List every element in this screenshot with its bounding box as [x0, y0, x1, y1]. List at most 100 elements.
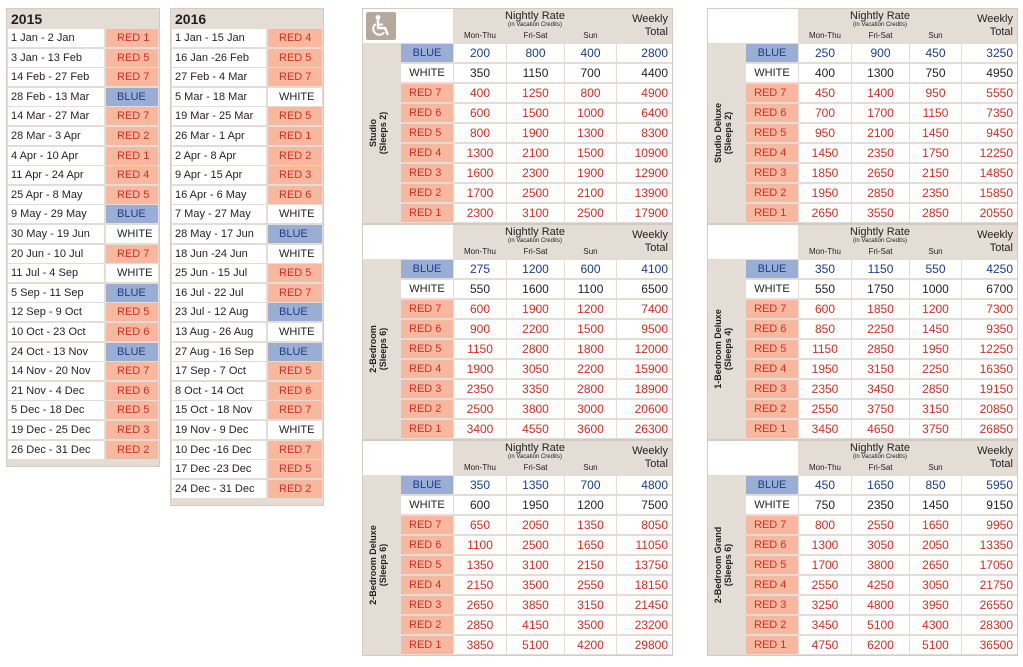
calendar-row: 3 Jan - 13 Feb RED 5: [8, 48, 158, 67]
rate-cell-sun: 2850: [910, 380, 961, 398]
rate-cell-fri-sat: 2850: [852, 184, 909, 202]
unit-type-text: 2-Bedroom Deluxe (Sleeps 6): [368, 479, 388, 651]
calendar-row: 20 Jun - 10 Jul RED 7: [8, 244, 158, 263]
season-label: BLUE: [401, 44, 453, 62]
rate-cell-fri-sat: 2550: [852, 516, 909, 534]
calendar-row: 28 Mar - 3 Apr RED 2: [8, 127, 158, 145]
calendar-date-range: 10 Dec -16 Dec: [172, 440, 266, 459]
nightly-rate-heading: Nightly Rate: [850, 442, 910, 454]
calendar-season-label: RED 1: [106, 29, 158, 47]
calendar-season-label: BLUE: [106, 87, 158, 106]
calendar-row: 27 Aug - 16 Sep BLUE: [172, 342, 322, 361]
calendar-season-label: WHITE: [268, 205, 322, 224]
unit-sleeps: (Sleeps 6): [378, 543, 388, 587]
rate-cell-mon-thu: 2850: [454, 616, 506, 634]
rate-cell-weekly: 12250: [962, 340, 1017, 358]
weekly-total-heading: Weekly: [977, 13, 1013, 25]
unit-name: 1-Bedroom Deluxe: [713, 309, 723, 389]
rate-cell-sun: 2800: [565, 380, 616, 398]
rate-table-corner: [708, 9, 798, 43]
season-label: BLUE: [746, 476, 798, 494]
rate-cell-fri-sat: 2350: [852, 144, 909, 162]
weekly-total-heading: Total: [644, 242, 668, 254]
calendar-season-label: WHITE: [106, 225, 158, 243]
rate-cell-mon-thu: 2650: [799, 204, 851, 222]
weekly-total-heading: Weekly: [632, 229, 668, 241]
rate-cell-weekly: 12250: [962, 144, 1017, 162]
rate-cell-mon-thu: 3250: [799, 596, 851, 614]
rate-cell-sun: 1500: [565, 144, 616, 162]
unit-name: 2-Bedroom Deluxe: [368, 525, 378, 605]
rate-cell-fri-sat: 1500: [507, 104, 564, 122]
calendar-row: 17 Dec -23 Dec RED 5: [172, 460, 322, 479]
season-label: RED 3: [746, 164, 798, 182]
rate-cell-weekly: 23200: [617, 616, 672, 634]
calendar-date-range: 16 Apr - 6 May: [172, 185, 266, 204]
rate-cell-sun: 1300: [565, 124, 616, 142]
season-label: RED 1: [401, 420, 453, 438]
weekly-total-heading: Total: [989, 458, 1013, 470]
calendar-date-range: 19 Mar - 25 Mar: [172, 107, 266, 126]
calendar-season-label: RED 7: [268, 68, 322, 87]
calendar-season-label: RED 5: [106, 48, 158, 67]
rate-cell-weekly: 12900: [617, 164, 672, 182]
calendar-row: 16 Apr - 6 May RED 6: [172, 185, 322, 204]
unit-type-label: Studio Deluxe (Sleeps 2): [708, 43, 744, 223]
rate-cell-sun: 400: [565, 44, 616, 62]
calendar-row: 21 Nov - 4 Dec RED 6: [8, 381, 158, 400]
season-label: RED 1: [746, 204, 798, 222]
rate-cell-mon-thu: 900: [454, 320, 506, 338]
rate-cell-fri-sat: 2500: [507, 184, 564, 202]
calendar-date-range: 5 Dec - 18 Dec: [8, 401, 104, 420]
rate-cell-weekly: 36500: [962, 636, 1017, 654]
calendar-date-range: 13 Aug - 26 Aug: [172, 323, 266, 341]
season-label: RED 5: [746, 340, 798, 358]
calendar-season-label: RED 7: [106, 362, 158, 381]
rate-cell-sun: 2650: [910, 556, 961, 574]
calendar-date-range: 5 Sep - 11 Sep: [8, 283, 104, 302]
season-label: RED 4: [746, 144, 798, 162]
season-label: RED 2: [401, 616, 453, 634]
rate-cell-weekly: 14850: [962, 164, 1017, 182]
rate-cell-sun: 2200: [565, 360, 616, 378]
season-label: RED 4: [746, 360, 798, 378]
rate-cell-fri-sat: 1350: [507, 476, 564, 494]
rate-cell-mon-thu: 950: [799, 124, 851, 142]
rate-cell-sun: 5100: [910, 636, 961, 654]
rate-cell-weekly: 15850: [962, 184, 1017, 202]
rate-cell-mon-thu: 1950: [799, 184, 851, 202]
calendar-season-label: RED 5: [268, 460, 322, 479]
rate-cell-fri-sat: 3500: [507, 576, 564, 594]
rate-cell-weekly: 9150: [962, 496, 1017, 514]
season-label: RED 5: [401, 340, 453, 358]
rate-cell-mon-thu: 2150: [454, 576, 506, 594]
rate-cell-mon-thu: 2500: [454, 400, 506, 418]
nightly-rate-subtitle: (in Vacation Credits): [853, 454, 907, 460]
rate-cell-weekly: 15900: [617, 360, 672, 378]
rate-cell-fri-sat: 5100: [852, 616, 909, 634]
rate-cell-weekly: 4900: [617, 84, 672, 102]
calendar-date-range: 2 Apr - 8 Apr: [172, 146, 266, 165]
rate-cell-sun: 750: [910, 64, 961, 82]
unit-type-label: Studio (Sleeps 2): [363, 43, 399, 223]
rate-cell-mon-thu: 1150: [799, 340, 851, 358]
calendar-date-range: 26 Dec - 31 Dec: [8, 440, 104, 459]
calendar-season-label: BLUE: [268, 303, 322, 322]
rate-cell-mon-thu: 1600: [454, 164, 506, 182]
rate-cell-fri-sat: 1400: [852, 84, 909, 102]
rate-cell-mon-thu: 250: [799, 44, 851, 62]
season-label: RED 6: [401, 104, 453, 122]
day-column-header: Fri-Sat: [523, 31, 548, 40]
calendar-row: 24 Dec - 31 Dec RED 2: [172, 479, 322, 498]
rate-cell-mon-thu: 1300: [454, 144, 506, 162]
calendar-season-label: RED 1: [268, 127, 322, 145]
season-label: WHITE: [401, 496, 453, 514]
calendar-year-title: 2015: [11, 11, 43, 27]
nightly-rate-heading: Nightly Rate: [850, 10, 910, 22]
season-label: WHITE: [746, 280, 798, 298]
calendar-season-label: RED 5: [268, 362, 322, 381]
rate-cell-mon-thu: 2350: [454, 380, 506, 398]
weekly-total-heading: Total: [989, 26, 1013, 38]
unit-type-text: 2-Bedroom Grand (Sleeps 6): [713, 479, 733, 651]
rate-cell-weekly: 17900: [617, 204, 672, 222]
